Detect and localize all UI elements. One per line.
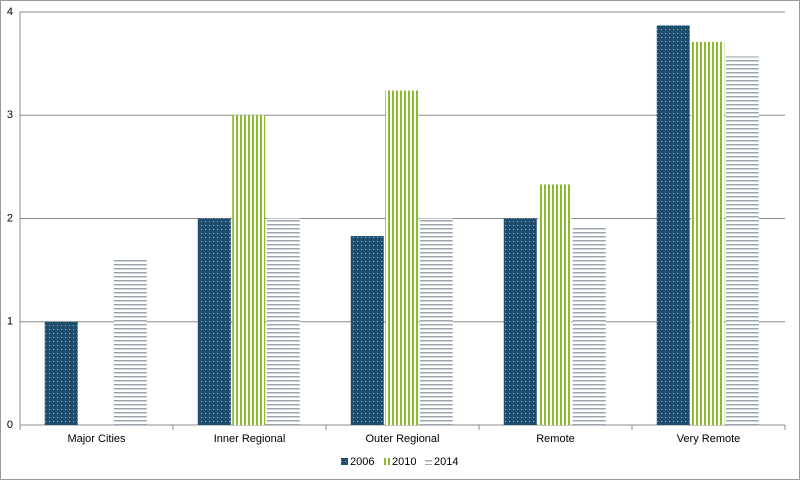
legend-swatch (425, 458, 432, 465)
x-tick-label: Very Remote (677, 433, 741, 445)
legend-label: 2014 (434, 456, 458, 468)
bar (656, 25, 690, 426)
bar (385, 90, 419, 425)
bar (419, 218, 453, 425)
x-tick-label: Inner Regional (214, 433, 286, 445)
y-tick-label: 2 (7, 212, 13, 224)
bar (350, 236, 384, 425)
y-tick-label: 4 (7, 6, 13, 18)
bar (503, 218, 537, 425)
x-tick-label: Remote (536, 433, 575, 445)
legend-swatch (341, 458, 348, 465)
legend-label: 2010 (392, 456, 416, 468)
legend-swatch (383, 458, 390, 465)
bar (197, 218, 231, 425)
bar (691, 41, 725, 425)
bar (725, 56, 759, 426)
y-tick-label: 3 (7, 109, 13, 121)
legend-label: 2006 (350, 456, 374, 468)
bar (538, 184, 572, 425)
x-tick-label: Outer Regional (366, 433, 440, 445)
bar (113, 259, 147, 425)
bar (44, 321, 78, 425)
bar (572, 225, 606, 425)
bar (266, 218, 300, 425)
y-tick-label: 1 (7, 316, 13, 328)
x-tick-label: Major Cities (67, 433, 126, 445)
y-tick-label: 0 (7, 419, 13, 431)
bar (232, 115, 266, 425)
